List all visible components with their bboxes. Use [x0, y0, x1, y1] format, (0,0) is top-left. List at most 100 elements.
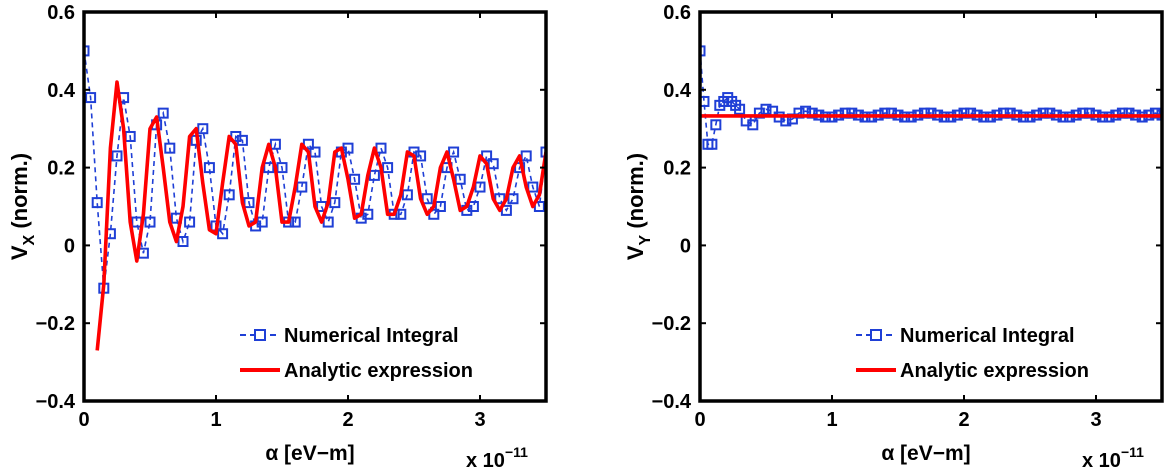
legend-label: Analytic expression: [900, 360, 1089, 382]
y-tick-label: 0: [64, 235, 75, 257]
data-point-numerical: [263, 162, 275, 174]
plot-series-group: [84, 45, 546, 351]
data-point-numerical: [706, 138, 718, 150]
x-tick-label: 0: [694, 409, 705, 431]
legend-item: Analytic expression: [856, 360, 1089, 382]
data-point-numerical: [223, 189, 235, 201]
x-tick-label: 3: [474, 409, 485, 431]
data-point-numerical: [760, 103, 772, 115]
x-tick-label: 0: [78, 409, 89, 431]
data-point-numerical: [747, 119, 759, 131]
data-point-numerical: [296, 181, 308, 193]
legend: Numerical Integral Analytic expression: [234, 315, 539, 393]
y-tick-label: 0.2: [663, 158, 691, 180]
legend-box: [234, 315, 539, 393]
axes-box: [82, 10, 548, 403]
x-axis-label: α [eV−m]: [265, 442, 354, 465]
legend-item: Analytic expression: [240, 360, 473, 382]
data-point-numerical: [349, 173, 361, 185]
x-axis-multiplier-exponent: −11: [505, 444, 528, 460]
y-tick-label: 0: [680, 235, 691, 257]
legend-box: [850, 315, 1155, 393]
data-point-numerical: [322, 216, 334, 228]
data-point-numerical: [494, 193, 506, 205]
y-axis-label-main: V: [7, 245, 32, 260]
legend-marker-numerical: [870, 329, 882, 341]
y-tick-label: −0.2: [36, 313, 75, 335]
data-point-numerical: [375, 142, 387, 154]
chart-left-vx: 0 1 2 3 −0.4 −0.2 0 0.2 0.4 0.6 α [eV−m] x 10−11 VX …: [7, 2, 548, 470]
data-point-numerical: [329, 197, 341, 209]
data-point-numerical: [527, 181, 539, 193]
data-point-numerical: [710, 119, 722, 131]
data-point-numerical: [243, 197, 255, 209]
data-point-numerical: [91, 197, 103, 209]
y-axis-label-suffix: (norm.): [623, 153, 648, 235]
x-axis-multiplier-exponent: −11: [1121, 444, 1144, 460]
x-axis-multiplier: x 10−11: [466, 444, 528, 470]
data-point-numerical: [507, 193, 519, 205]
data-point-numerical: [184, 216, 196, 228]
data-point-numerical: [467, 201, 479, 212]
legend: Numerical Integral Analytic expression: [850, 315, 1155, 393]
y-axis-label-suffix: (norm.): [7, 153, 32, 235]
legend-label: Numerical Integral: [284, 325, 459, 347]
data-point-numerical: [368, 169, 380, 181]
legend-marker-numerical: [254, 329, 266, 341]
data-point-numerical: [164, 142, 176, 154]
data-point-numerical: [401, 189, 413, 201]
x-tick-label: 2: [958, 409, 969, 431]
data-point-numerical: [500, 204, 512, 216]
legend-item: Numerical Integral: [240, 325, 459, 347]
data-point-numerical: [111, 150, 123, 162]
x-tick-label: 1: [826, 409, 837, 431]
y-axis-label: VY (norm.): [623, 153, 654, 260]
x-axis-multiplier: x 10−11: [1082, 444, 1144, 470]
data-point-numerical: [157, 107, 169, 119]
y-tick-label: −0.4: [652, 391, 692, 413]
y-axis-label-subscript: Y: [637, 234, 654, 245]
data-point-numerical: [362, 208, 374, 220]
data-point-numerical: [520, 150, 532, 162]
legend-label: Analytic expression: [284, 360, 473, 382]
data-point-numerical: [434, 201, 446, 212]
data-point-numerical: [734, 103, 746, 115]
data-point-numerical: [415, 150, 427, 162]
plot-series-group: [700, 45, 1162, 150]
y-tick-label: −0.4: [36, 391, 76, 413]
data-point-numerical: [533, 201, 545, 212]
data-point-numerical: [395, 208, 407, 220]
x-tick-label: 1: [210, 409, 221, 431]
y-axis-label: VX (norm.): [7, 153, 38, 260]
chart-right-vy: 0 1 2 3 −0.4 −0.2 0 0.2 0.4 0.6 α [eV−m] x 10−11 VY …: [623, 2, 1164, 470]
legend-item: Numerical Integral: [856, 325, 1075, 347]
data-point-numerical: [85, 92, 97, 104]
data-point-numerical: [84, 45, 90, 57]
data-point-numerical: [700, 95, 710, 107]
x-tick-label: 3: [1090, 409, 1101, 431]
axes-box: [698, 10, 1164, 403]
data-point-numerical: [217, 228, 229, 240]
y-tick-label: −0.2: [652, 313, 691, 335]
data-point-numerical: [540, 146, 546, 158]
x-axis-label: α [eV−m]: [881, 442, 970, 465]
data-point-numerical: [276, 162, 288, 174]
data-point-numerical: [144, 216, 156, 228]
data-point-numerical: [269, 138, 281, 150]
data-point-numerical: [256, 216, 268, 228]
y-tick-label: 0.6: [47, 2, 75, 24]
data-point-numerical: [487, 158, 499, 170]
data-point-numerical: [382, 162, 394, 174]
data-point-numerical: [454, 173, 466, 185]
y-axis-label-main: V: [623, 245, 648, 260]
series-line-analytic: [95, 80, 546, 351]
legend-label: Numerical Integral: [900, 325, 1075, 347]
data-point-numerical: [309, 146, 321, 158]
data-point-numerical: [448, 146, 460, 158]
y-tick-label: 0.6: [663, 2, 691, 24]
data-point-numerical: [474, 181, 486, 193]
data-point-numerical: [203, 162, 215, 174]
data-point-numerical: [289, 216, 301, 228]
y-tick-label: 0.4: [47, 80, 76, 102]
